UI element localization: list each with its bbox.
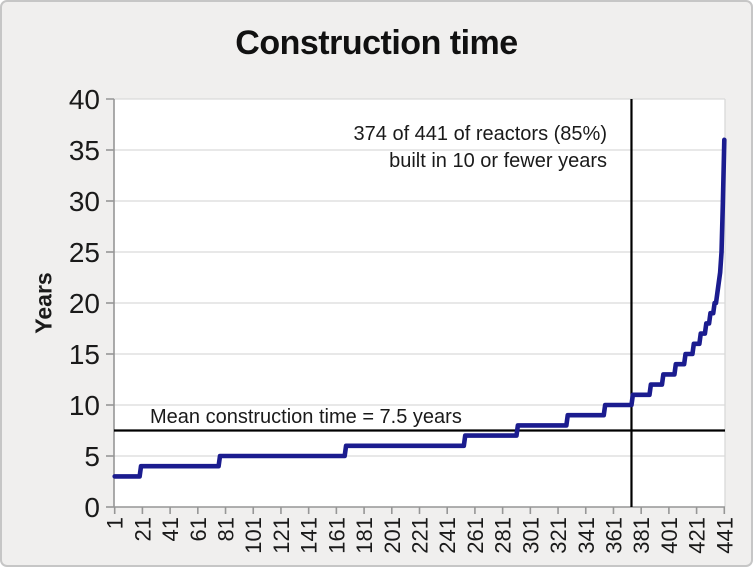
x-tick-label: 421 (685, 517, 710, 554)
y-tick-label: 0 (84, 492, 100, 523)
x-tick-label: 201 (380, 517, 405, 554)
y-tick-label: 20 (69, 288, 100, 319)
x-tick-label: 341 (574, 517, 599, 554)
mean-annotation: Mean construction time = 7.5 years (150, 406, 462, 428)
y-tick-label: 15 (69, 339, 100, 370)
x-tick-label: 61 (186, 517, 211, 541)
chart-title: Construction time (235, 24, 518, 62)
x-tick-label: 281 (491, 517, 516, 554)
x-tick-label: 161 (324, 517, 349, 554)
callout-annotation: 374 of 441 of reactors (85%) built in 10… (354, 121, 607, 175)
construction-time-curve (112, 137, 727, 479)
x-tick-label: 381 (629, 517, 654, 554)
x-tick-label: 221 (408, 517, 433, 554)
x-tick-label: 81 (214, 517, 239, 541)
x-tick-label: 121 (269, 517, 294, 554)
y-tick-label: 35 (69, 135, 100, 166)
x-tick-label: 1 (103, 517, 128, 529)
callout-line2: built in 10 or fewer years (389, 150, 607, 172)
callout-line1: 374 of 441 of reactors (85%) (353, 123, 607, 145)
x-tick-label: 261 (463, 517, 488, 554)
x-tick-label: 441 (712, 517, 737, 554)
x-tick-label: 301 (518, 517, 543, 554)
x-tick-label: 41 (158, 517, 183, 541)
x-tick-label: 361 (601, 517, 626, 554)
y-tick-label: 25 (69, 237, 100, 268)
x-tick-label: 21 (130, 517, 155, 541)
y-tick-label: 30 (69, 186, 100, 217)
x-tick-label: 141 (297, 517, 322, 554)
y-tick-label: 10 (69, 390, 100, 421)
x-tick-label: 241 (435, 517, 460, 554)
x-tick-label: 181 (352, 517, 377, 554)
y-tick-label: 40 (69, 84, 100, 115)
x-tick-label: 101 (241, 517, 266, 554)
x-tick-label: 401 (657, 517, 682, 554)
x-tick-label: 321 (546, 517, 571, 554)
y-axis-title: Years (30, 272, 57, 334)
y-tick-label: 5 (84, 441, 100, 472)
